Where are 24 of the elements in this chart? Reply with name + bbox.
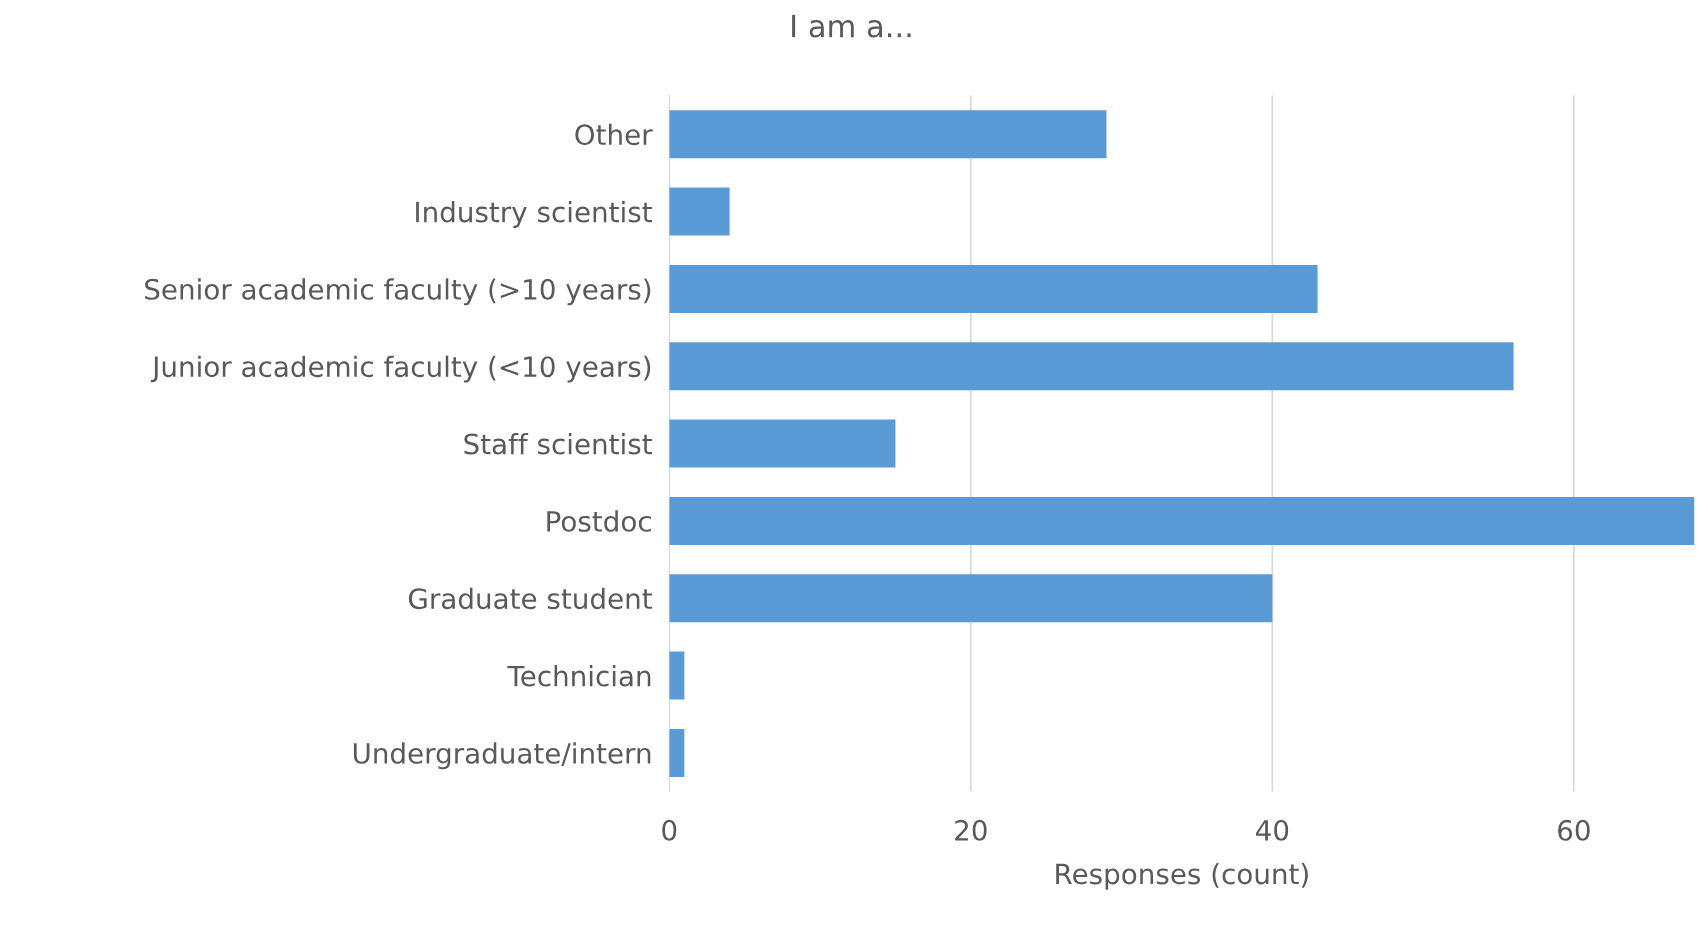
chart-title: I am a... — [792, 14, 911, 38]
bar — [669, 419, 896, 468]
y-tick-label: Senior academic faculty (>10 years) — [145, 278, 651, 306]
y-tick-label: Undergraduate/intern — [353, 742, 651, 770]
y-tick-label: Graduate student — [408, 587, 652, 610]
x-tick-label: 40 — [1256, 819, 1289, 841]
bar — [669, 574, 1273, 623]
y-tick-label: Postdoc — [547, 510, 651, 532]
x-tick-label: 20 — [955, 819, 987, 841]
y-tick-label: Technician — [507, 665, 651, 687]
y-tick-label: Other — [575, 123, 653, 146]
bar — [669, 728, 685, 777]
bar — [669, 187, 730, 236]
bar — [669, 342, 1514, 391]
bar — [669, 264, 1318, 313]
x-axis-title: Responses (count) — [1056, 862, 1308, 890]
y-tick-label: Industry scientist — [416, 201, 652, 228]
bar — [669, 110, 1107, 159]
y-tick-label: Junior academic faculty (<10 years) — [150, 355, 651, 383]
y-tick-label: Staff scientist — [464, 433, 652, 455]
bar — [669, 651, 685, 700]
bar — [669, 496, 1695, 545]
x-tick-label: 60 — [1558, 819, 1590, 841]
x-tick-label: 0 — [662, 819, 677, 841]
